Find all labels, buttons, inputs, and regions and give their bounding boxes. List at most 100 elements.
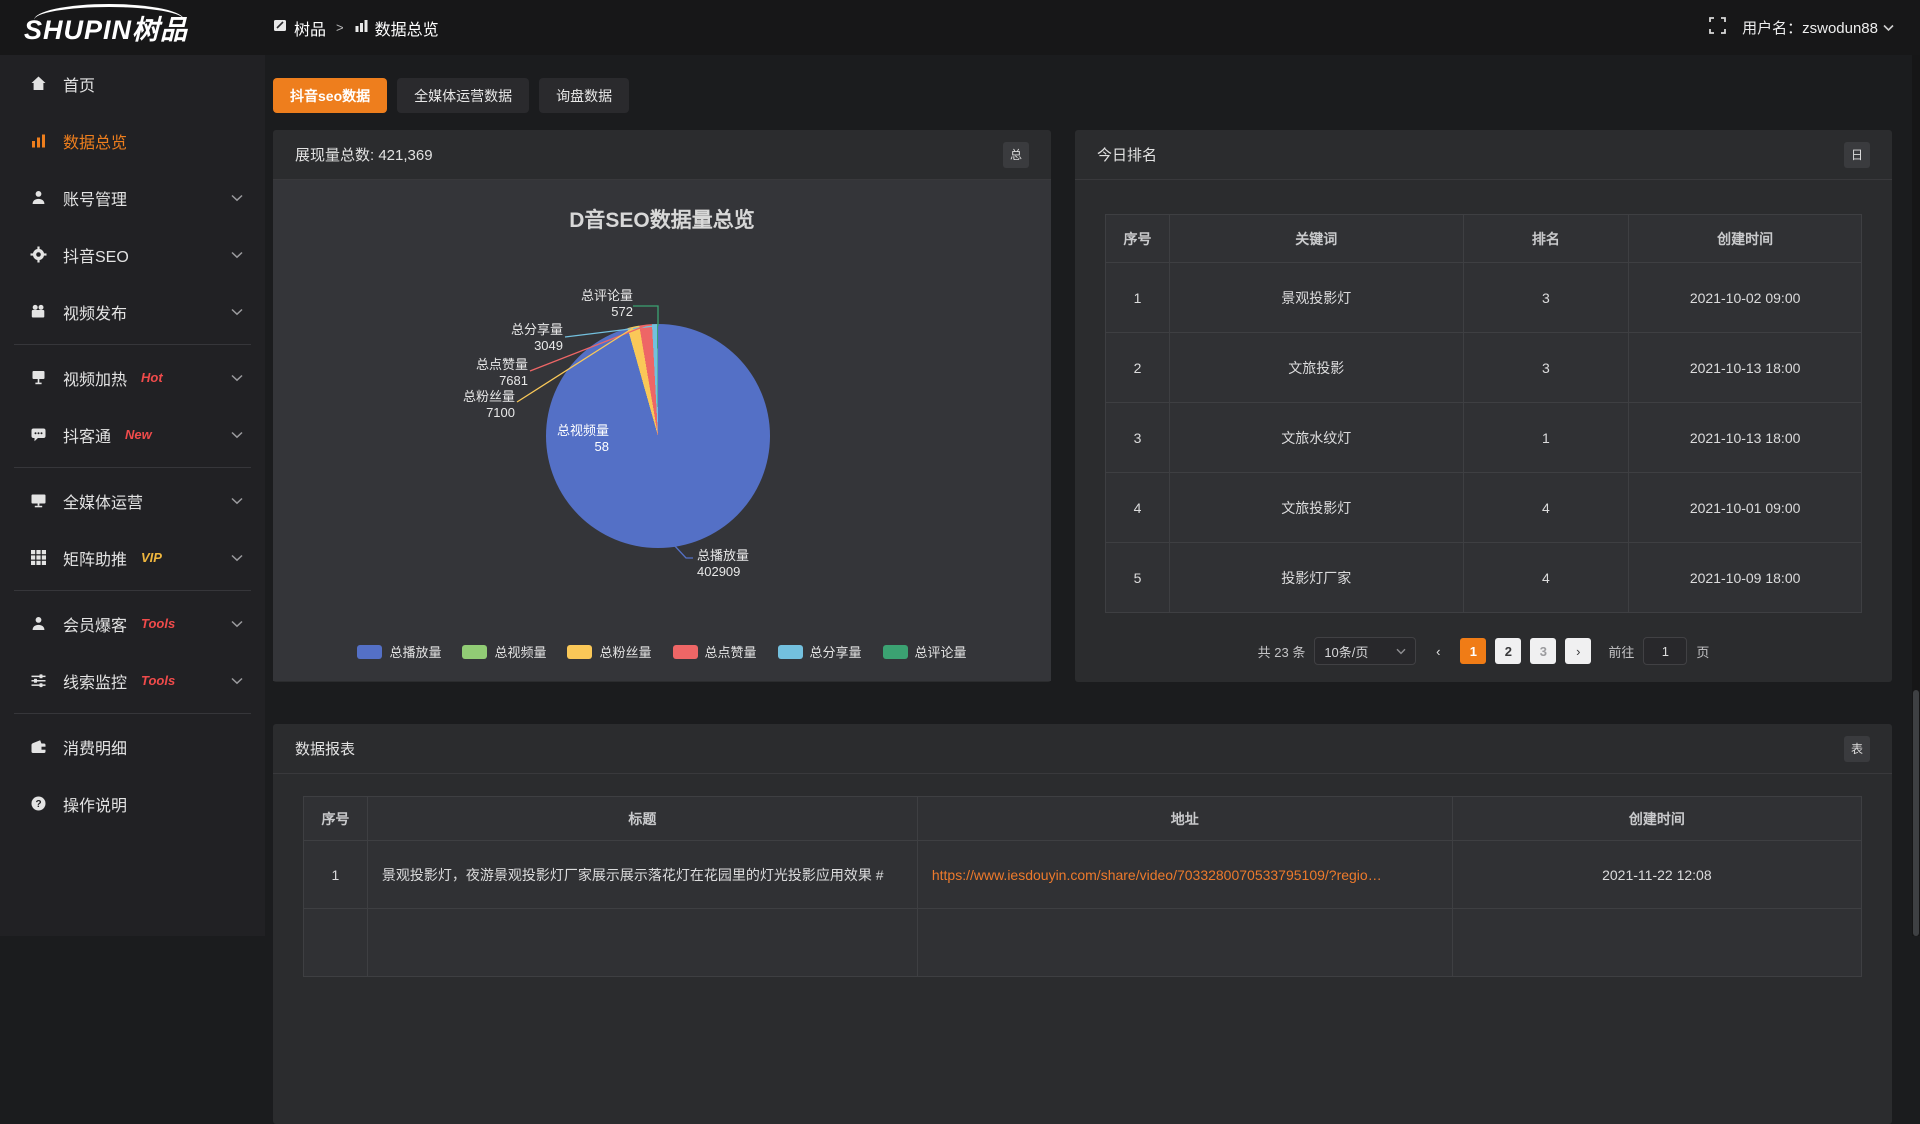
data-tabs: 抖音seo数据 全媒体运营数据 询盘数据 [273,78,1892,113]
total-badge-button[interactable]: 总 [1003,141,1029,168]
sidebar-item-video-publish[interactable]: 视频发布 [0,283,265,340]
sidebar-item-omnimedia[interactable]: 全媒体运营 [0,472,265,529]
page-button-2[interactable]: 2 [1495,638,1522,664]
report-panel: 数据报表 表 序号 标题 地址 创建时间 1 景观投影灯，夜游景观投影灯厂家展示… [273,724,1892,1124]
tab-inquiry-data[interactable]: 询盘数据 [539,78,630,113]
ranking-title: 今日排名 [1097,147,1158,164]
hot-tag: Hot [141,370,163,385]
table-row: 1 景观投影灯 3 2021-10-02 09:00 [1105,262,1862,333]
pie-chart: D音SEO数据量总览 总评论量 572 总分享量 3049 总点赞量 7681 [273,180,1051,681]
scrollbar-thumb[interactable] [1913,690,1919,936]
sidebar-item-consumption[interactable]: 消费明细 [0,718,265,775]
gear-icon [30,246,47,263]
sidebar-divider [14,344,251,345]
wallet-icon [30,738,47,755]
chevron-down-icon [231,374,243,381]
fullscreen-icon[interactable] [1709,17,1727,38]
username-label: 用户名：zswodun88 [1742,20,1878,37]
impressions-total-label: 展现量总数: 421,369 [295,147,433,164]
breadcrumb-item-shupin[interactable]: 树品 [273,16,326,40]
video-url-link[interactable]: https://www.iesdouyin.com/share/video/70… [931,866,1382,883]
logo-text: SHUPIN树品 [24,15,189,45]
legend-item[interactable]: 总粉丝量 [567,642,652,661]
day-badge-button[interactable]: 日 [1844,141,1870,168]
goto-label: 前往 [1608,644,1635,660]
ranking-panel: 今日排名 日 序号 关键词 排名 创建时间 1 景观投影灯 3 2021-10-02 … [1075,130,1892,682]
breadcrumb: 树品 > 数据总览 [273,16,439,40]
report-table: 序号 标题 地址 创建时间 1 景观投影灯，夜游景观投影灯厂家展示展示落花灯在花… [303,796,1863,977]
sliders-icon [30,672,47,689]
sidebar-item-help[interactable]: ? 操作说明 [0,775,265,832]
tools-tag: Tools [141,616,176,631]
sidebar-item-lead-monitor[interactable]: 线索监控 Tools [0,652,265,709]
page-button-3[interactable]: 3 [1530,638,1557,664]
chart-panel: 展现量总数: 421,369 总 D音SEO数据量总览 总评论量 572 总分享量… [273,130,1051,682]
pie-label-video: 总视频量 58 [556,423,609,454]
tab-omnimedia-data[interactable]: 全媒体运营数据 [397,78,530,113]
sidebar-item-douketong[interactable]: 抖客通 New [0,406,265,463]
chevron-down-icon [1396,648,1406,654]
pie-label-fans: 总粉丝量 7100 [462,389,515,420]
tab-douyin-seo[interactable]: 抖音seo数据 [273,78,388,113]
shupin-icon [273,18,288,38]
sidebar-item-douyin-seo[interactable]: 抖音SEO [0,226,265,283]
main-content: 抖音seo数据 全媒体运营数据 询盘数据 展现量总数: 421,369 总 D音… [265,55,1920,1124]
legend-swatch [672,644,698,659]
chart-title: D音SEO数据量总览 [569,209,755,232]
page-button-1[interactable]: 1 [1460,638,1487,664]
pie-label-share: 总分享量 3049 [510,322,563,353]
page-unit-label: 页 [1696,644,1710,660]
question-icon: ? [30,795,47,812]
sidebar-item-member-burst[interactable]: 会员爆客 Tools [0,595,265,652]
bar-chart-icon [30,132,47,149]
chevron-down-icon [1883,24,1894,31]
goto-page-input[interactable] [1643,637,1688,665]
table-row [303,908,1863,977]
chevron-down-icon [231,554,243,561]
chevron-down-icon [231,431,243,438]
report-title: 数据报表 [295,741,356,758]
legend-item[interactable]: 总视频量 [462,642,546,661]
table-row: 5 投影灯厂家 4 2021-10-09 18:00 [1105,542,1862,613]
video-camera-icon [30,303,47,320]
chart-legend: 总播放量 总视频量 总粉丝量 总点赞量 总分享量 总评论量 [273,642,1051,661]
table-badge-button[interactable]: 表 [1844,735,1870,762]
table-header-row: 序号 关键词 排名 创建时间 [1105,214,1862,263]
monitor-icon [30,492,47,509]
svg-text:?: ? [35,799,41,810]
legend-swatch [777,644,803,659]
chevron-down-icon [231,497,243,504]
sidebar-item-video-heat[interactable]: 视频加热 Hot [0,349,265,406]
legend-swatch [462,644,488,659]
grid-icon [30,549,47,566]
video-title-cell: 景观投影灯，夜游景观投影灯厂家展示展示落花灯在花园里的灯光投影应用效果 # [366,840,918,909]
pagination: 共 23 条 10条/页 ‹ 1 2 3 › 前往 页 [1075,637,1892,665]
pie-label-like: 总点赞量 7681 [475,357,528,388]
legend-item[interactable]: 总点赞量 [672,642,757,661]
chevron-down-icon [231,194,243,201]
chevron-down-icon [231,677,243,684]
sidebar-item-home[interactable]: 首页 [0,55,265,112]
total-count-label: 共 23 条 [1257,644,1306,660]
sidebar-divider [14,590,251,591]
table-header-row: 序号 标题 地址 创建时间 [303,796,1863,841]
legend-item[interactable]: 总播放量 [357,642,441,661]
bar-chart-icon [354,18,369,38]
heat-screen-icon [30,369,47,386]
page-scrollbar[interactable] [1912,55,1920,936]
sidebar-item-matrix-boost[interactable]: 矩阵助推 VIP [0,529,265,586]
sidebar-item-data-overview[interactable]: 数据总览 [0,112,265,169]
user-menu[interactable]: 用户名：zswodun88 [1742,17,1894,38]
sidebar-item-account[interactable]: 账号管理 [0,169,265,226]
prev-page-button[interactable]: ‹ [1436,643,1441,659]
ranking-table: 序号 关键词 排名 创建时间 1 景观投影灯 3 2021-10-02 09:00 2… [1105,214,1862,613]
pie-label-comment: 总评论量 572 [580,288,633,319]
app-logo[interactable]: SHUPIN树品 [0,0,265,55]
next-page-button[interactable]: › [1565,638,1592,664]
page-size-select[interactable]: 10条/页 [1314,637,1417,665]
table-row: 2 文旅投影 3 2021-10-13 18:00 [1105,332,1862,403]
breadcrumb-item-overview[interactable]: 数据总览 [354,16,439,40]
legend-item[interactable]: 总评论量 [882,642,967,661]
breadcrumb-separator: > [336,20,344,35]
legend-item[interactable]: 总分享量 [777,642,862,661]
